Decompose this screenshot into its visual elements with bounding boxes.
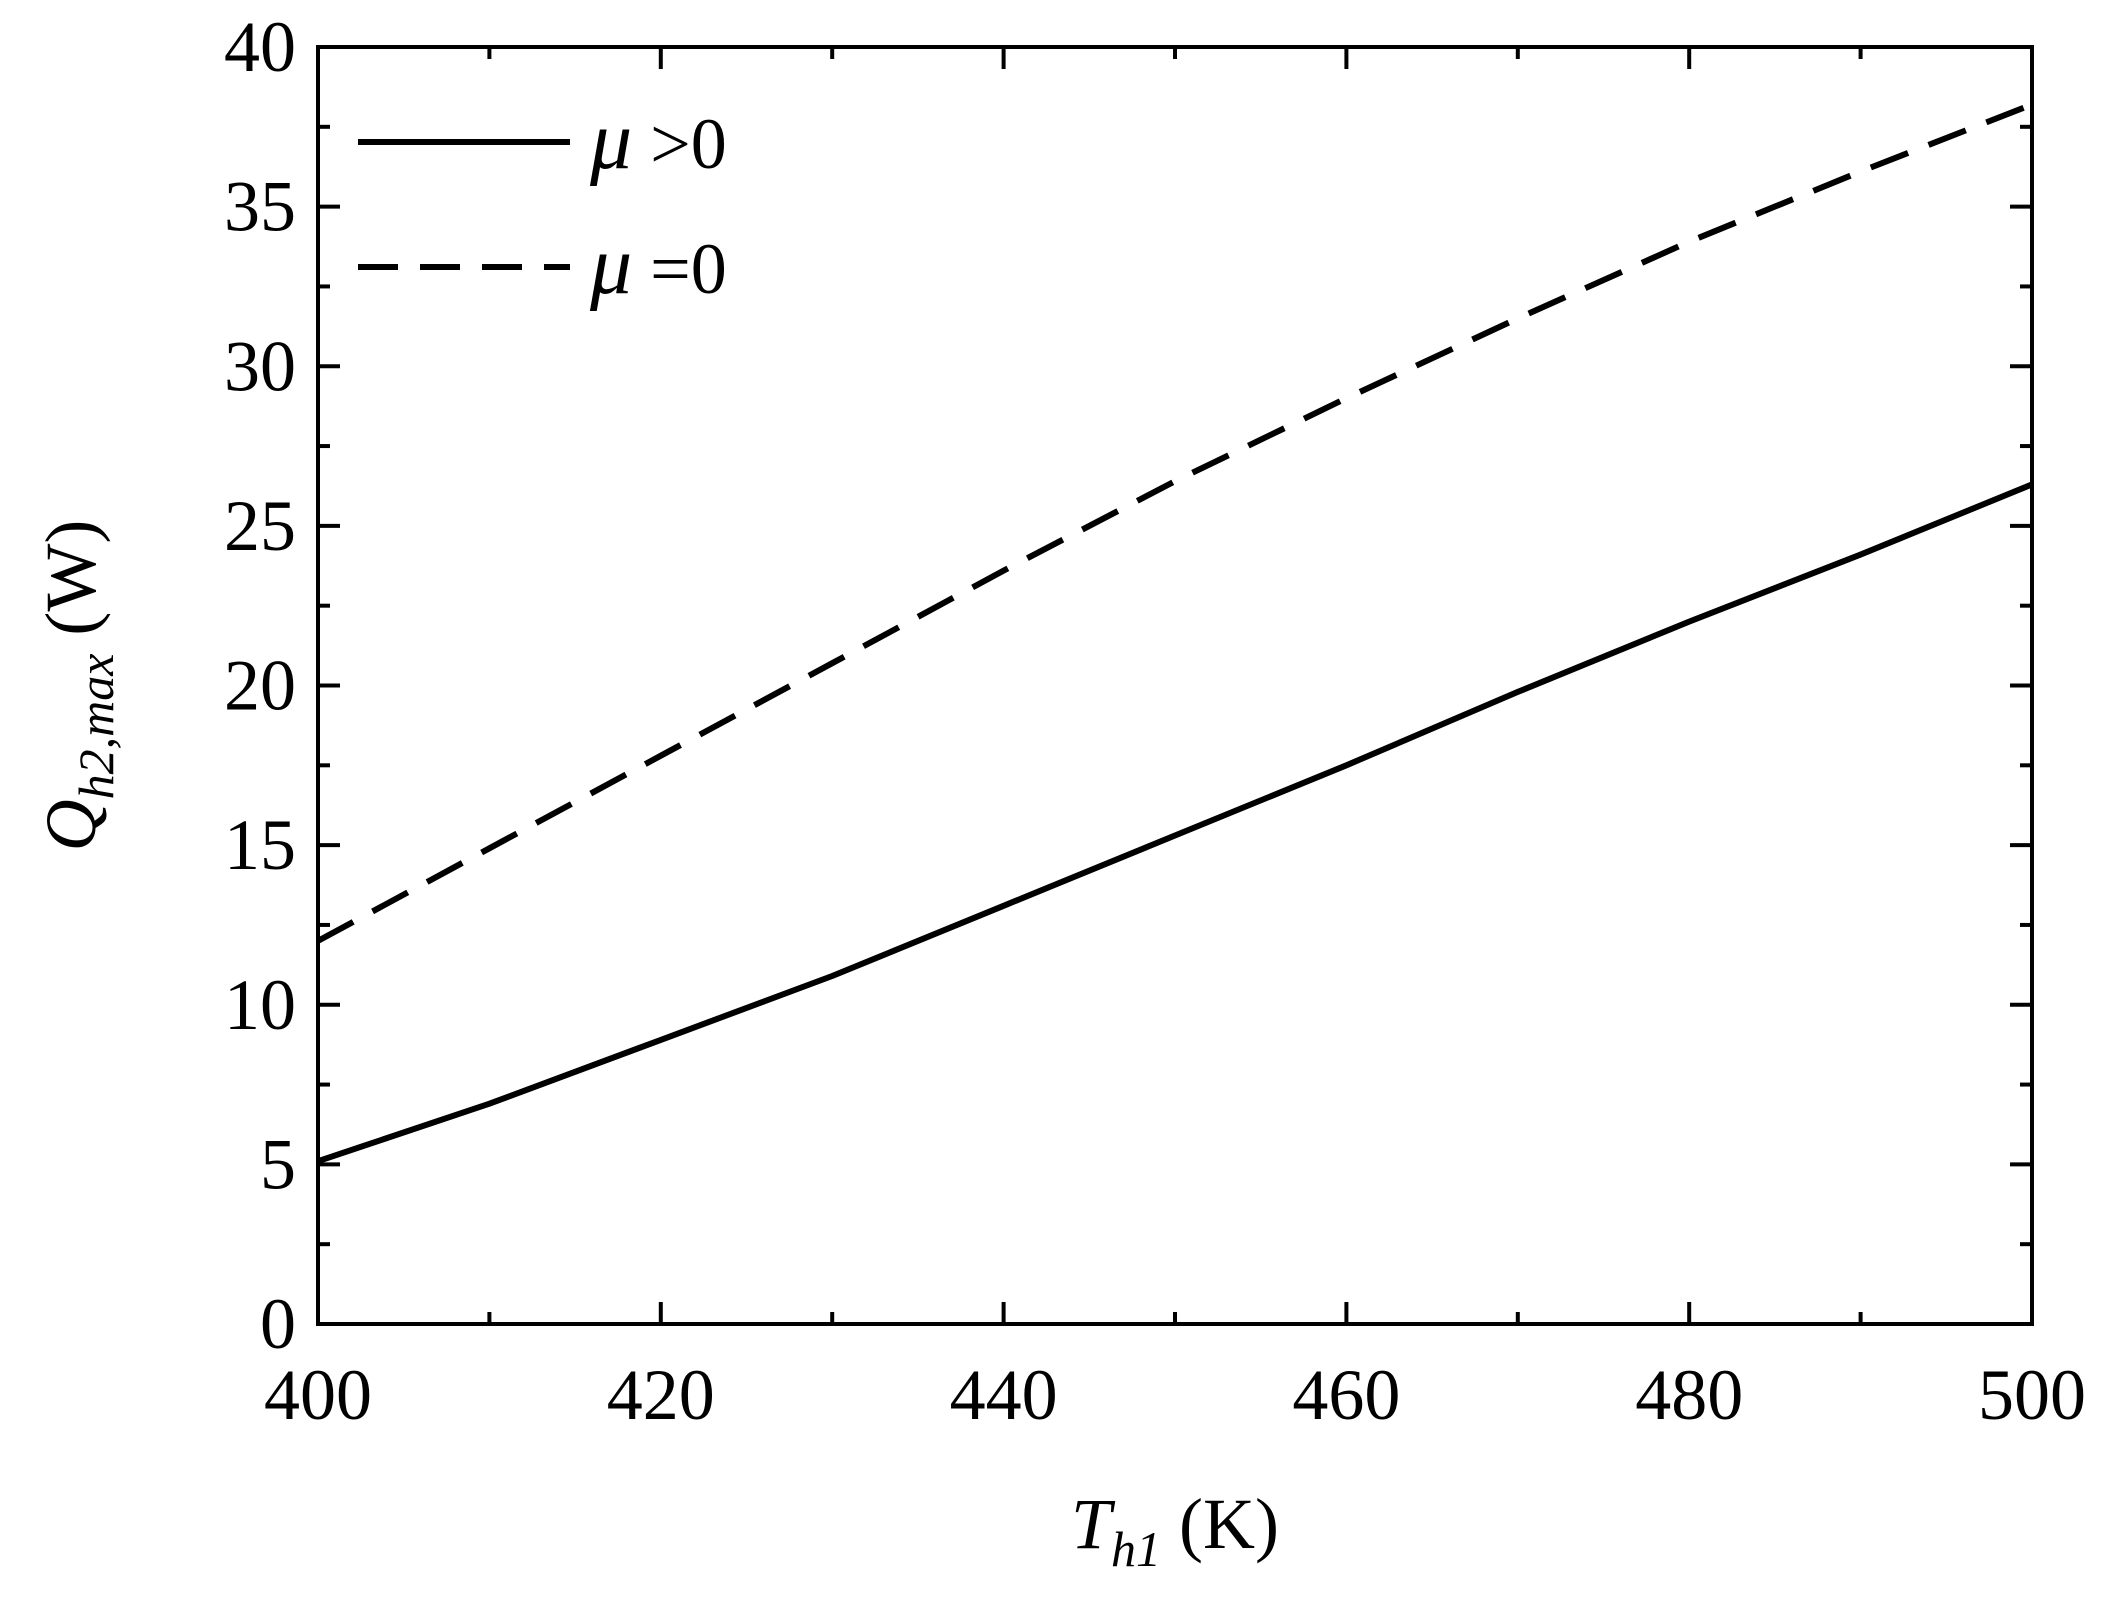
y-tick-label: 10 xyxy=(224,965,296,1045)
x-tick-label: 400 xyxy=(264,1355,372,1435)
y-tick-label: 30 xyxy=(224,326,296,406)
y-tick-label: 35 xyxy=(224,167,296,247)
series-line-mu-eq-0 xyxy=(316,101,2034,944)
y-tick-label: 15 xyxy=(224,805,296,885)
x-tick-label: 440 xyxy=(950,1355,1058,1435)
legend-label-symbol: μ xyxy=(589,94,632,187)
legend-label-rest: =0 xyxy=(632,229,727,309)
x-tick-label: 460 xyxy=(1292,1355,1400,1435)
plot-frame xyxy=(316,45,2034,1326)
y-tick-label: 40 xyxy=(224,7,296,87)
x-tick-label: 420 xyxy=(607,1355,715,1435)
y-tick-label: 0 xyxy=(260,1284,296,1364)
x-axis-title: Th1 (K) xyxy=(1071,1484,1279,1577)
series-line-mu-gt-0 xyxy=(317,481,2034,1165)
x-axis-title-main: T xyxy=(1071,1484,1116,1564)
legend-label-rest: >0 xyxy=(632,104,727,184)
y-tick-label: 25 xyxy=(224,486,296,566)
y-tick-label: 20 xyxy=(224,646,296,726)
series-layer xyxy=(316,101,2034,1165)
legend-label: μ =0 xyxy=(589,219,727,312)
plot-area xyxy=(316,45,2034,1326)
y-axis-title: Qh2,max (W) xyxy=(31,520,124,852)
legend-label-symbol: μ xyxy=(589,219,632,312)
ticks-layer: 400 420 440 460 480 500 0 5 10 15 20 25 30 35 40 xyxy=(224,7,2086,1435)
y-tick-label: 5 xyxy=(260,1124,296,1204)
x-tick-label: 480 xyxy=(1635,1355,1743,1435)
legend: μ >0μ =0 xyxy=(358,94,727,312)
x-axis-title-sub: h1 xyxy=(1111,1521,1161,1577)
x-tick-label: 500 xyxy=(1978,1355,2086,1435)
x-axis-title-unit: (K) xyxy=(1161,1484,1279,1564)
legend-label: μ >0 xyxy=(589,94,727,187)
y-axis-title-unit: (W) xyxy=(31,520,111,654)
y-axis-title-main: Q xyxy=(31,799,111,851)
y-axis-title-sub: h2,max xyxy=(68,654,124,800)
